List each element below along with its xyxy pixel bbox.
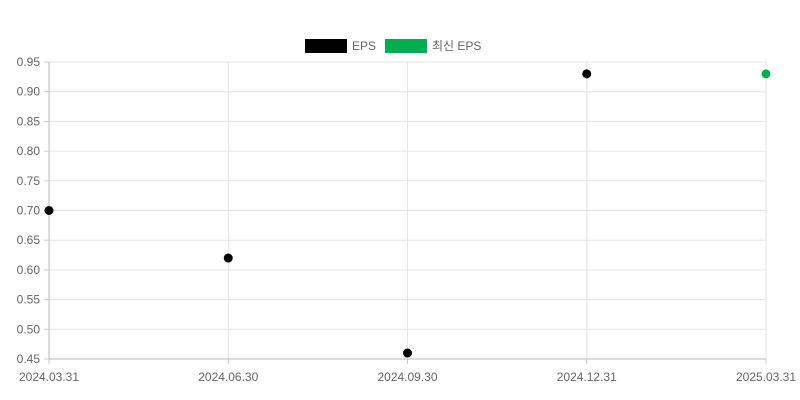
- y-tick-label: 0.45: [17, 352, 41, 366]
- y-tick-label: 0.90: [17, 85, 41, 99]
- y-tick-label: 0.65: [17, 233, 41, 247]
- y-axis-ticks: 0.95 0.90 0.85 0.80 0.75 0.70 0.65 0.60 0.55 0.50…: [17, 55, 49, 366]
- y-tick-label: 0.70: [17, 204, 41, 218]
- legend-label-eps[interactable]: EPS: [352, 39, 376, 53]
- y-tick-label: 0.60: [17, 263, 41, 277]
- latest-eps-point[interactable]: [761, 69, 771, 79]
- eps-point[interactable]: [403, 348, 412, 358]
- eps-point[interactable]: [582, 69, 592, 79]
- legend-label-latest-eps[interactable]: 최신 EPS: [432, 39, 481, 53]
- x-axis-ticks: 2024.03.31 2024.06.30 2024.09.30 2024.12.31…: [19, 359, 796, 384]
- y-tick-label: 0.95: [17, 55, 41, 69]
- legend-swatch-latest-eps[interactable]: [385, 39, 427, 53]
- x-tick-label: 2024.12.31: [557, 370, 617, 384]
- data-points: [44, 69, 771, 358]
- y-tick-label: 0.85: [17, 114, 41, 128]
- x-tick-label: 2024.09.30: [377, 370, 437, 384]
- x-tick-label: 2025.03.31: [736, 370, 796, 384]
- y-tick-label: 0.50: [17, 322, 41, 336]
- x-tick-label: 2024.03.31: [19, 370, 79, 384]
- legend-swatch-eps[interactable]: [305, 39, 347, 53]
- grid: [48, 61, 767, 360]
- y-tick-label: 0.55: [17, 293, 41, 307]
- x-tick-label: 2024.06.30: [198, 370, 258, 384]
- y-tick-label: 0.80: [17, 144, 41, 158]
- eps-point[interactable]: [44, 206, 54, 215]
- eps-point[interactable]: [223, 253, 233, 263]
- legend: EPS 최신 EPS: [305, 39, 481, 53]
- y-tick-label: 0.75: [17, 174, 41, 188]
